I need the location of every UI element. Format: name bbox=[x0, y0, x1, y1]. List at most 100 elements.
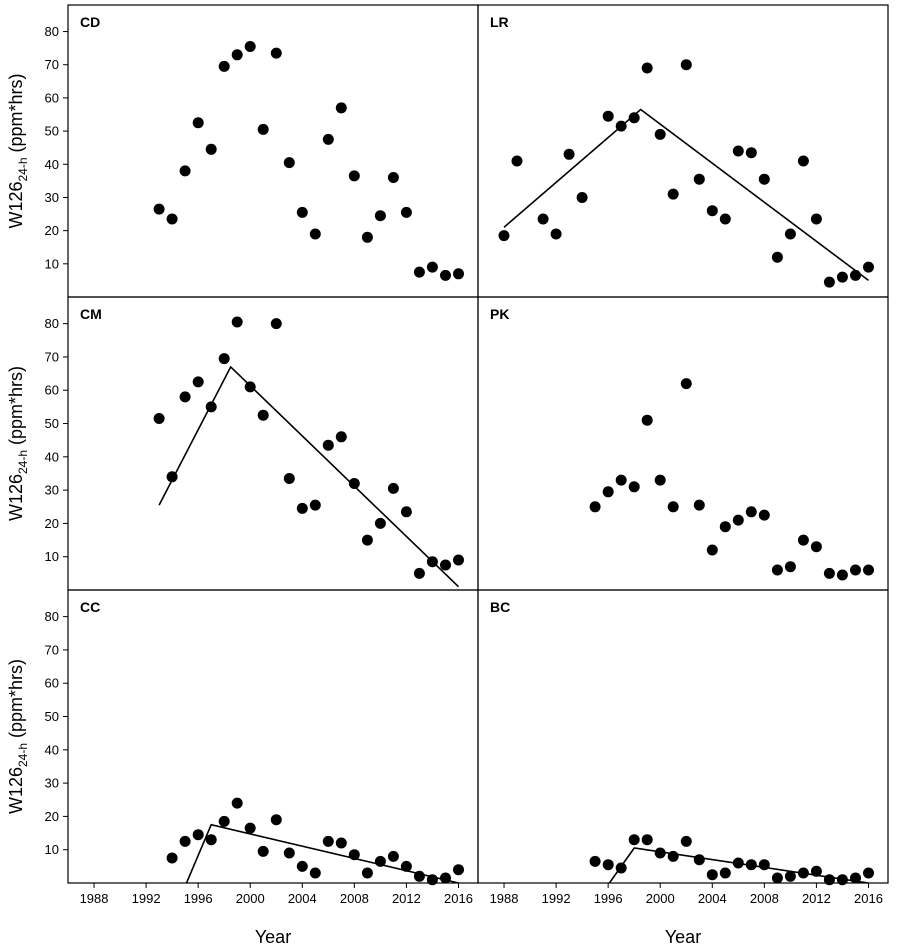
data-point bbox=[205, 143, 217, 155]
data-point bbox=[309, 228, 321, 240]
data-point bbox=[615, 474, 627, 486]
data-point bbox=[361, 534, 373, 546]
data-point bbox=[283, 847, 295, 859]
panel-bc: BC 1988 1992 1996 2000 2004 2008 2012 2016 bbox=[477, 589, 889, 906]
panel-label-lr: LR bbox=[490, 14, 509, 30]
data-point bbox=[257, 123, 269, 135]
trend-line-lr bbox=[503, 108, 869, 282]
data-point bbox=[680, 59, 692, 71]
data-point bbox=[192, 117, 204, 129]
data-point bbox=[218, 353, 230, 365]
data-point bbox=[231, 49, 243, 61]
data-point bbox=[615, 120, 627, 132]
y-tick-label: 70 bbox=[45, 642, 59, 657]
x-tick-label: 2016 bbox=[854, 891, 883, 906]
data-point bbox=[270, 318, 282, 330]
y-tick-label: 30 bbox=[45, 190, 59, 205]
x-tick-label: 2004 bbox=[288, 891, 317, 906]
data-point bbox=[732, 145, 744, 157]
y-tick-label: 20 bbox=[45, 516, 59, 531]
y-tick-label: 10 bbox=[45, 549, 59, 564]
data-point bbox=[453, 268, 464, 280]
data-point bbox=[628, 834, 640, 846]
data-point bbox=[426, 261, 438, 273]
data-point bbox=[836, 271, 848, 283]
data-point bbox=[348, 478, 360, 489]
data-point bbox=[257, 845, 269, 857]
data-point bbox=[641, 834, 653, 846]
data-point bbox=[322, 439, 334, 451]
x-tick-label: 2000 bbox=[236, 891, 265, 906]
data-point bbox=[810, 213, 822, 225]
data-point bbox=[166, 852, 178, 864]
data-point bbox=[563, 148, 575, 160]
data-point bbox=[387, 172, 399, 183]
data-point bbox=[426, 556, 438, 568]
y-tick-label: 40 bbox=[45, 742, 59, 757]
data-point bbox=[218, 60, 230, 72]
data-point bbox=[850, 269, 861, 281]
data-point bbox=[453, 554, 464, 566]
data-point bbox=[680, 835, 692, 847]
data-point bbox=[745, 859, 757, 871]
data-point bbox=[387, 482, 399, 494]
y-tick-label: 40 bbox=[45, 157, 59, 172]
y-tick-label: 20 bbox=[45, 223, 59, 238]
data-point bbox=[836, 569, 848, 581]
data-point bbox=[335, 102, 347, 114]
data-point bbox=[361, 231, 373, 243]
panel-label-cc: CC bbox=[80, 599, 100, 615]
y-axis-labels: W12624-h (ppm*hrs) W12624-h (ppm*hrs) W126… bbox=[6, 73, 30, 814]
panel-frame-lr bbox=[477, 4, 889, 298]
data-point bbox=[348, 849, 360, 861]
data-point bbox=[863, 261, 874, 273]
data-point bbox=[440, 559, 451, 571]
data-point bbox=[374, 855, 386, 867]
data-point bbox=[309, 867, 321, 879]
data-point bbox=[628, 481, 640, 493]
data-point bbox=[550, 228, 562, 240]
data-point bbox=[296, 860, 308, 872]
data-point bbox=[166, 213, 178, 225]
y-tick-label: 70 bbox=[45, 57, 59, 72]
data-point bbox=[823, 567, 835, 579]
data-point bbox=[836, 874, 848, 886]
data-point bbox=[719, 867, 731, 879]
x-tick-label: 1992 bbox=[542, 891, 571, 906]
data-point bbox=[400, 860, 412, 872]
x-tick-label: 1996 bbox=[594, 891, 623, 906]
data-point bbox=[771, 251, 783, 263]
x-tick-label: 1996 bbox=[184, 891, 213, 906]
data-point bbox=[400, 506, 412, 518]
data-point bbox=[823, 276, 835, 288]
data-point bbox=[706, 869, 718, 881]
x-tick-label: 2012 bbox=[392, 891, 421, 906]
data-point bbox=[537, 213, 549, 225]
data-point bbox=[602, 859, 614, 871]
data-point bbox=[667, 850, 679, 862]
data-point bbox=[732, 514, 744, 526]
panel-label-bc: BC bbox=[490, 599, 510, 615]
data-point bbox=[850, 564, 861, 576]
x-tick-label: 1988 bbox=[490, 891, 519, 906]
data-point bbox=[205, 401, 217, 413]
data-point bbox=[244, 41, 256, 52]
data-point bbox=[413, 567, 425, 579]
y-tick-label: 50 bbox=[45, 124, 59, 139]
data-point bbox=[400, 206, 412, 218]
data-point bbox=[745, 506, 757, 518]
data-point bbox=[440, 269, 451, 281]
data-point bbox=[693, 499, 705, 511]
data-point bbox=[706, 544, 718, 556]
data-point bbox=[602, 110, 614, 122]
y-axis-label: W12624-h (ppm*hrs) bbox=[6, 73, 30, 228]
data-point bbox=[797, 155, 809, 167]
panel-label-cm: CM bbox=[80, 306, 102, 322]
data-point bbox=[192, 376, 204, 388]
data-point bbox=[283, 473, 295, 484]
panel-cd: CD 10 20 30 40 50 60 70 80 bbox=[45, 4, 479, 298]
y-tick-label: 80 bbox=[45, 24, 59, 39]
y-tick-label: 60 bbox=[45, 676, 59, 691]
data-point bbox=[654, 847, 666, 859]
